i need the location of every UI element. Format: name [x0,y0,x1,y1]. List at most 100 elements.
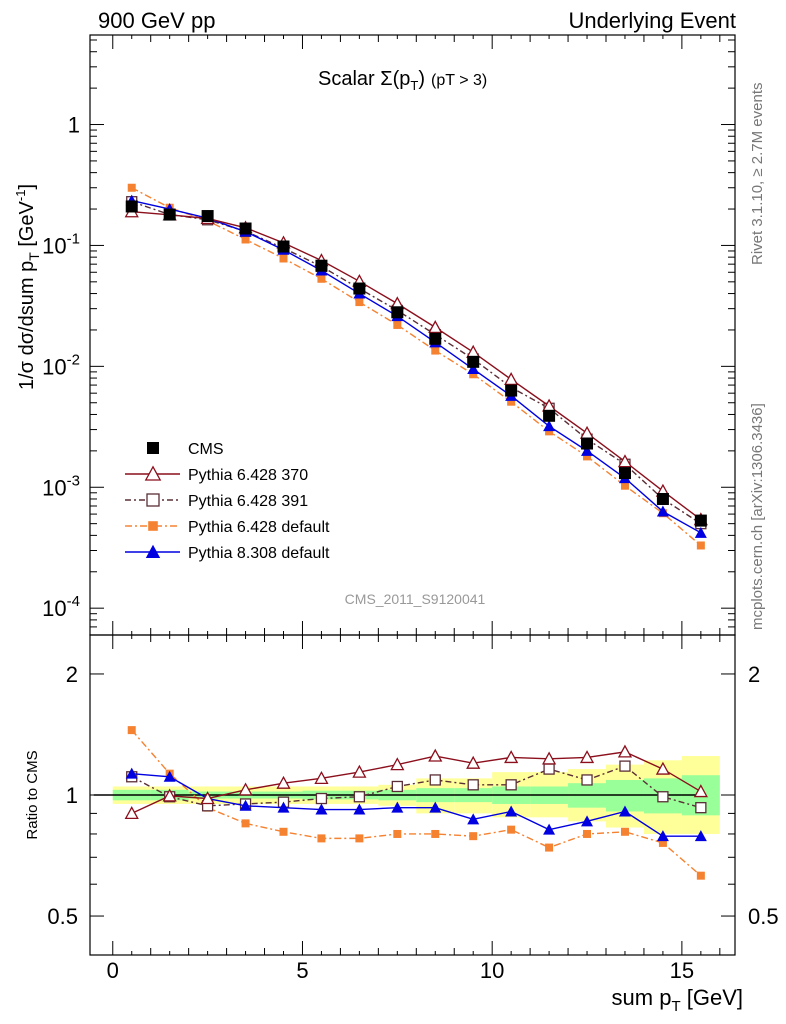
ratio-point-p8def [505,805,518,817]
data-point-p8def [694,526,707,538]
data-point-p8def [581,444,594,456]
main-axis-ticks [90,35,735,636]
x-tick-10: 10 [480,958,504,983]
ratio-point-p391 [657,791,669,803]
data-point-cms [391,306,404,319]
y-tick-base: 10 [42,475,66,500]
legend-marker-p391 [146,493,160,507]
ratio-series-p370 [124,744,708,820]
header-right-label: Underlying Event [568,8,736,33]
ratio-point-p391 [353,791,366,803]
ratio-point-p391 [429,774,441,786]
ratio-point-p370 [693,784,708,798]
ratio-point-p370 [428,748,443,762]
ratio-point-p6def [469,832,478,841]
ratio-ytick-1-left: 1 [66,783,78,808]
data-point-cms [353,282,366,295]
data-point-p6def [545,427,554,436]
ratio-series-group [124,726,708,880]
ratio-point-p8def [277,801,290,813]
legend-entry-p8def: Pythia 8.308 default [125,544,330,562]
series-cms [125,200,707,527]
ratio-panel: Ratio to CMS 0.5 1 2 0.5 2 0 5 10 15 sum… [24,634,779,1015]
y-tick-exponent: -1 [67,230,80,247]
ratio-point-p391 [581,774,593,786]
legend-label-p370: Pythia 6.428 370 [188,467,308,484]
title-cut: (pT > 3) [431,72,487,89]
y-tick-label: 10-3 [42,472,80,500]
data-point-p370 [579,425,595,439]
xlabel-sub: T [671,998,680,1015]
data-point-p6def [620,481,629,490]
data-point-p370 [617,454,633,468]
data-point-cms [125,200,138,213]
y-tick-exponent: -4 [67,593,80,610]
series-line-p6def [131,187,702,547]
main-series-group [124,183,708,550]
title-sigma: Σ(p [380,68,410,90]
ratio-point-p370 [655,761,671,775]
legend-entry-cms: CMS [147,441,224,458]
ratio-ytick-2-right: 2 [748,662,760,687]
y-tick-base: 10 [42,233,66,258]
ratio-axis-ticks [90,635,735,956]
ratio-point-p370 [314,770,329,785]
ratio-point-p8def [429,801,442,813]
y-tick-label: 10-1 [42,230,80,258]
y-tick-exponent: -2 [67,351,80,368]
y-tick-label: 1 [68,113,80,138]
ratio-point-p6def [279,827,288,836]
x-axis-label: sum pT [GeV] [612,985,743,1015]
ylabel-unit: [GeV [16,200,38,252]
data-point-p6def [241,235,250,244]
watermark-label: CMS_2011_S9120041 [345,591,486,607]
ratio-point-p8def [391,801,404,813]
data-point-p6def [696,541,705,550]
ratio-point-p370 [579,750,595,764]
ratio-point-p391 [619,760,631,772]
ratio-point-p370 [352,764,367,778]
ratio-point-p6def [620,827,629,836]
ratio-line-p391 [131,765,702,809]
data-point-cms [694,514,707,527]
data-point-p370 [504,372,519,386]
data-point-cms [277,240,290,253]
ratio-point-p8def [543,823,556,835]
title-sub: T [410,78,418,93]
legend: CMS Pythia 6.428 370 Pythia 6.428 391 Pythi… [125,441,330,562]
ratio-point-p6def [393,829,402,838]
legend-marker-p370 [144,465,162,481]
ratio-point-p8def [618,805,631,817]
ratio-point-p391 [467,779,479,791]
data-point-cms [163,208,176,221]
y-tick-exponent: -3 [67,472,80,489]
ratio-y-axis-label: Ratio to CMS [24,750,41,839]
ratio-ytick-0-5-left: 0.5 [47,904,78,929]
mcplots-label: mcplots.cern.ch [arXiv:1306.3436] [749,403,766,630]
ratio-point-p6def [431,829,440,838]
ylabel-text: 1/σ dσ/dsum p [16,261,38,390]
data-point-p370 [466,344,481,358]
y-tick-label: 10-4 [42,593,80,621]
data-point-p6def [317,274,326,283]
ratio-point-p6def [317,834,326,843]
ratio-line-p8def [131,772,701,837]
ratio-point-p370 [276,775,291,789]
ratio-point-p6def [241,819,250,828]
ratio-point-p370 [162,788,177,802]
ylabel-unit-sup: -1 [13,190,28,202]
data-point-p6def [393,320,402,329]
series-line-p8def [131,199,702,534]
title-prefix: Scalar [318,68,380,90]
x-tick-0: 0 [107,958,119,983]
ratio-point-p391 [315,792,328,805]
data-point-p6def [127,183,136,192]
ratio-point-p6def [696,871,705,880]
xlabel-unit: [GeV] [681,985,743,1010]
ylabel-unit-close: ] [16,184,38,190]
ratio-point-p370 [617,744,633,758]
legend-label-p6def: Pythia 6.428 default [188,519,330,536]
legend-marker-p6def [148,521,158,531]
data-point-cms [467,355,480,368]
